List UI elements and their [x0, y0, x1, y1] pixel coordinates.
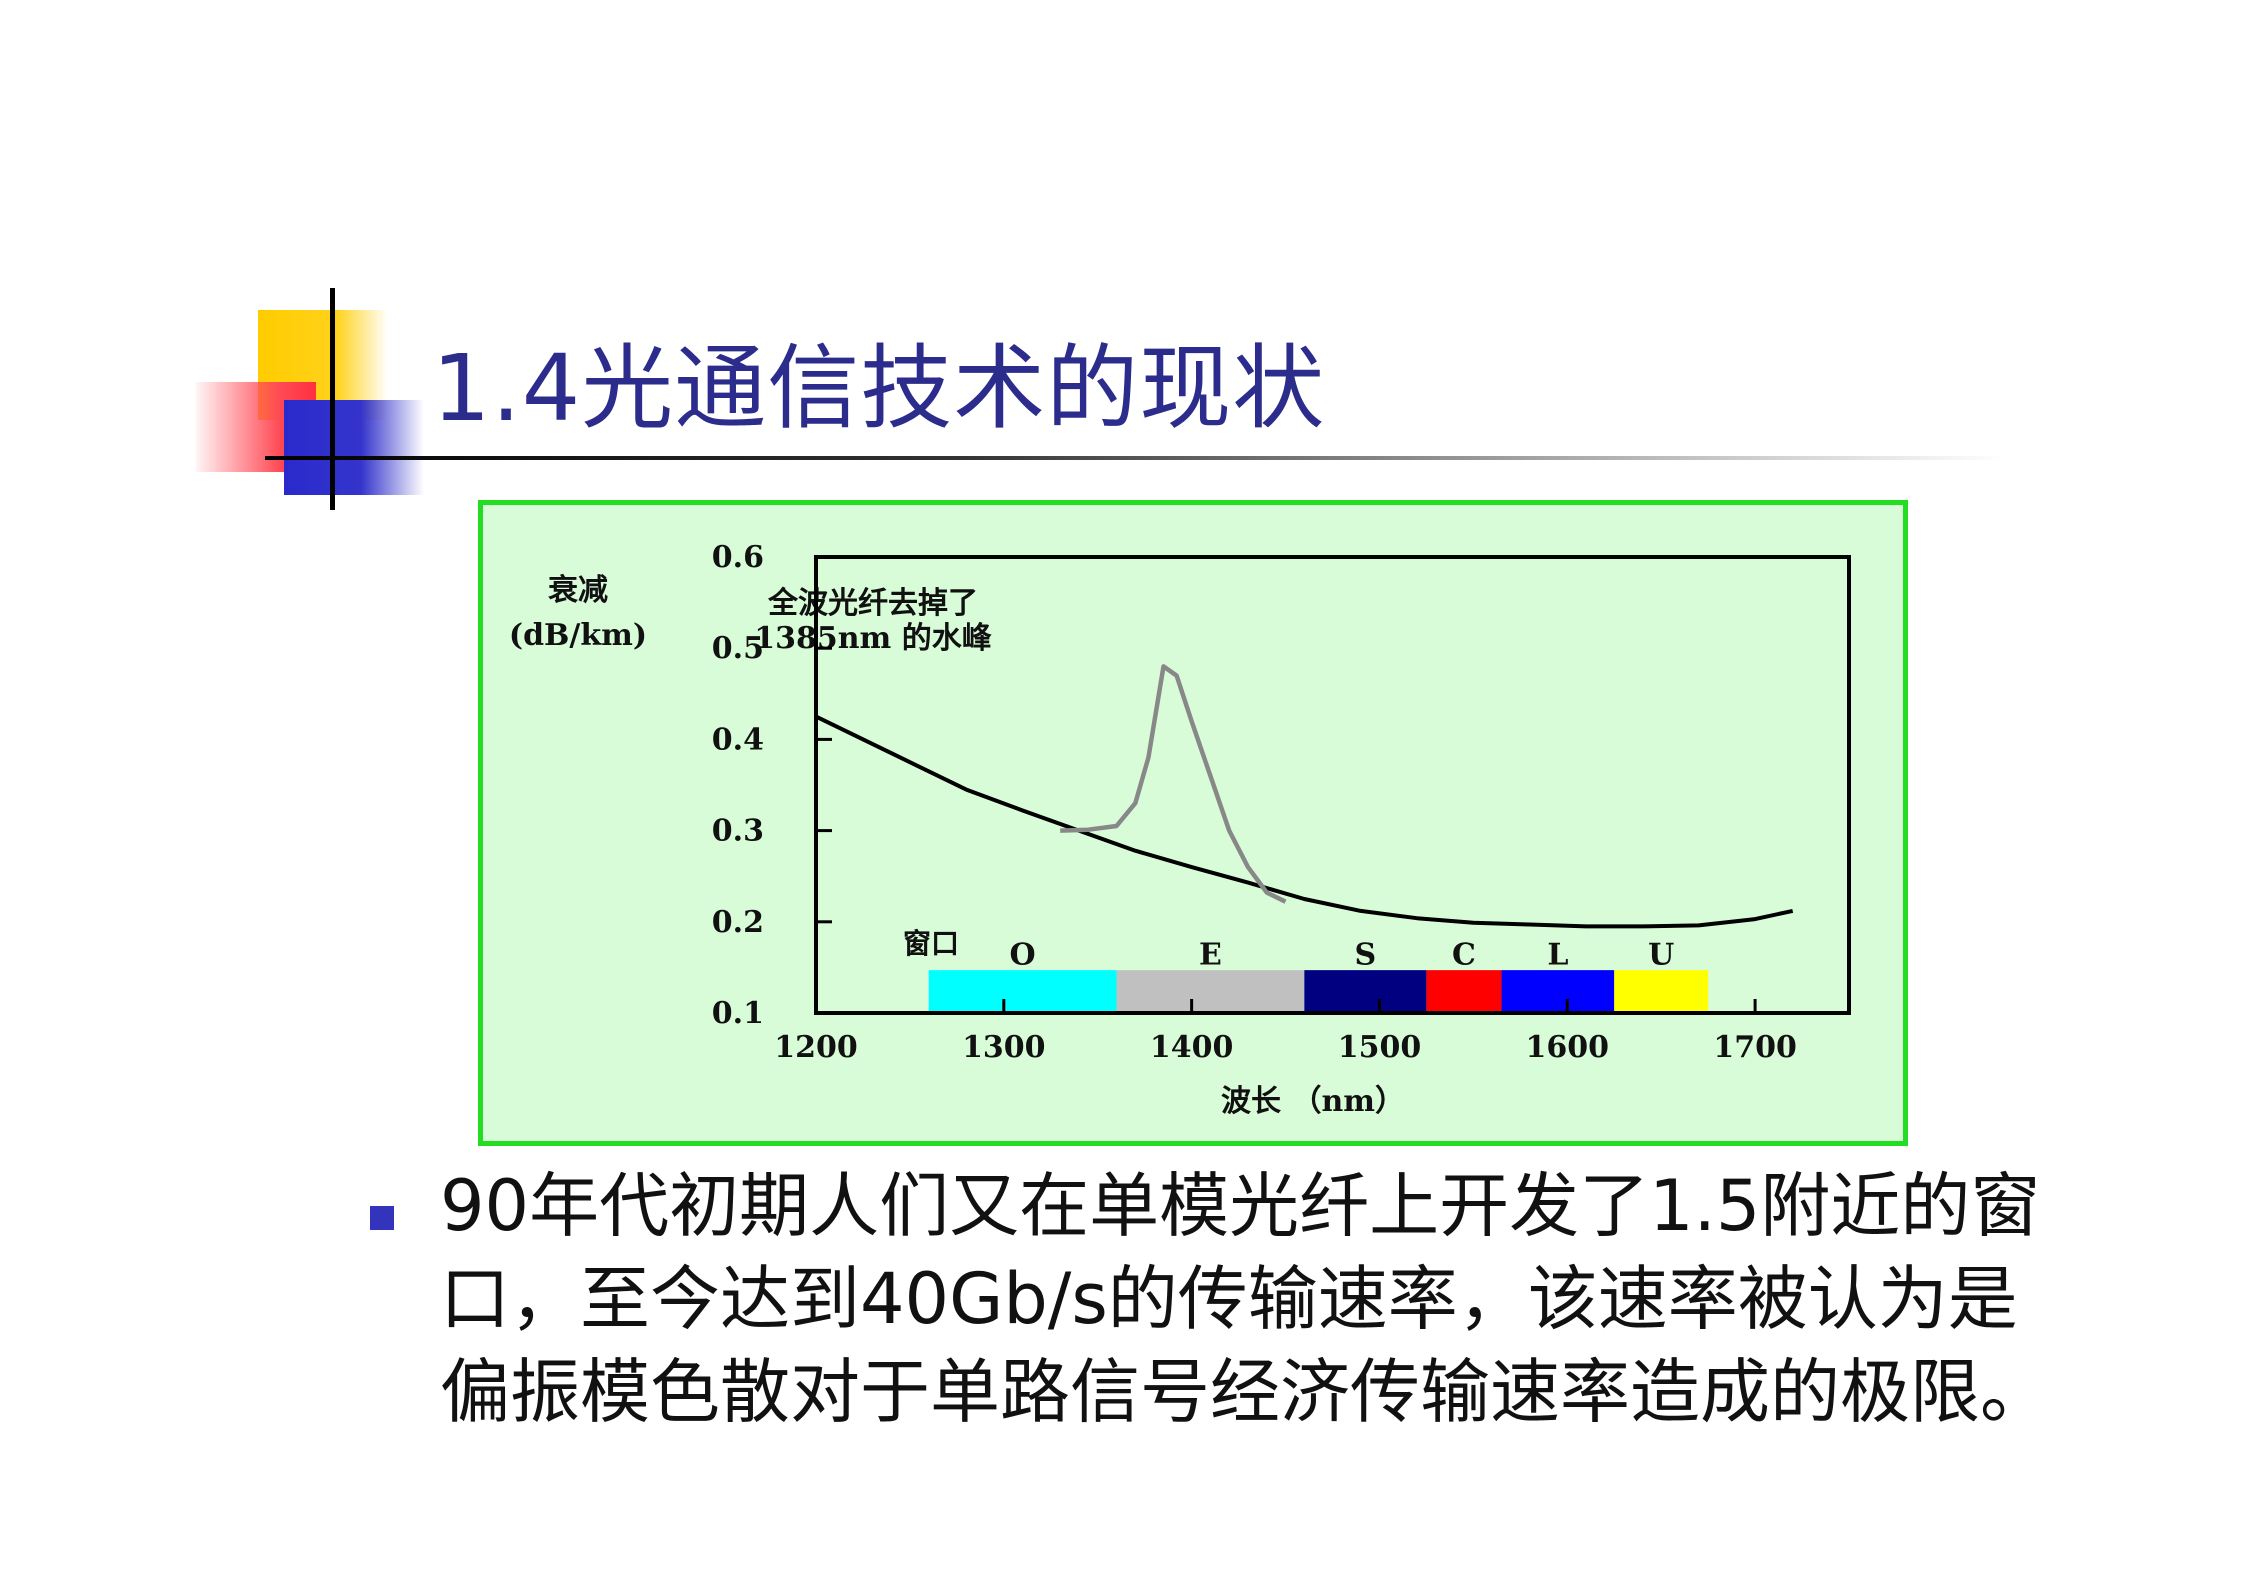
window-label: 窗口	[903, 927, 959, 960]
band-L	[1501, 970, 1615, 1011]
chart-frame: 衰减 (dB/km) 全波光纤去掉了 1385nm 的水峰 窗口 波长 （nm）…	[478, 500, 1908, 1146]
band-S	[1304, 970, 1427, 1011]
band-label-U: U	[1648, 938, 1674, 973]
bullet-text: 90年代初期人们又在单模光纤上开发了1.5附近的窗口，至今达到40Gb/s的传输…	[440, 1165, 2050, 1433]
band-O	[928, 970, 1117, 1011]
y-axis-label-line2: (dB/km)	[509, 618, 647, 653]
plot-frame	[814, 555, 1851, 1015]
y-tick-label: 0.5	[712, 631, 764, 666]
x-tick-label: 1300	[962, 1030, 1045, 1065]
band-U	[1614, 970, 1709, 1011]
x-tick-label: 1500	[1338, 1030, 1422, 1065]
series-line-1	[1060, 664, 1287, 904]
title-decor-blue-square	[284, 400, 424, 495]
band-label-C: C	[1452, 938, 1476, 973]
title-underline	[265, 456, 2005, 460]
y-tick-label: 0.6	[712, 540, 764, 575]
band-E	[1116, 970, 1305, 1011]
band-C	[1426, 970, 1502, 1011]
y-tick-label: 0.4	[712, 722, 764, 757]
y-tick-label: 0.1	[712, 996, 764, 1031]
band-label-E: E	[1199, 938, 1222, 973]
title-decor-vertical-line	[330, 288, 335, 510]
x-tick-label: 1700	[1713, 1030, 1797, 1065]
y-axis-label-line1: 衰减	[548, 573, 608, 608]
bullet-icon	[370, 1206, 394, 1230]
annotation-line2: 1385nm 的水峰	[754, 621, 992, 656]
page-title: 1.4光通信技术的现状	[432, 335, 1326, 442]
series-line-0	[815, 714, 1794, 929]
x-tick-label: 1600	[1526, 1030, 1610, 1065]
band-label-S: S	[1355, 938, 1377, 973]
annotation-line1: 全波光纤去掉了	[767, 586, 978, 621]
x-tick-label: 1200	[774, 1030, 858, 1065]
x-tick-label: 1400	[1150, 1030, 1234, 1065]
y-tick-label: 0.3	[712, 814, 764, 849]
attenuation-chart: 衰减 (dB/km) 全波光纤去掉了 1385nm 的水峰 窗口 波长 （nm）…	[509, 540, 1851, 1119]
y-tick-label: 0.2	[712, 905, 764, 940]
x-axis-label: 波长 （nm）	[1221, 1084, 1405, 1119]
band-label-O: O	[1010, 938, 1036, 973]
band-label-L: L	[1547, 938, 1568, 973]
